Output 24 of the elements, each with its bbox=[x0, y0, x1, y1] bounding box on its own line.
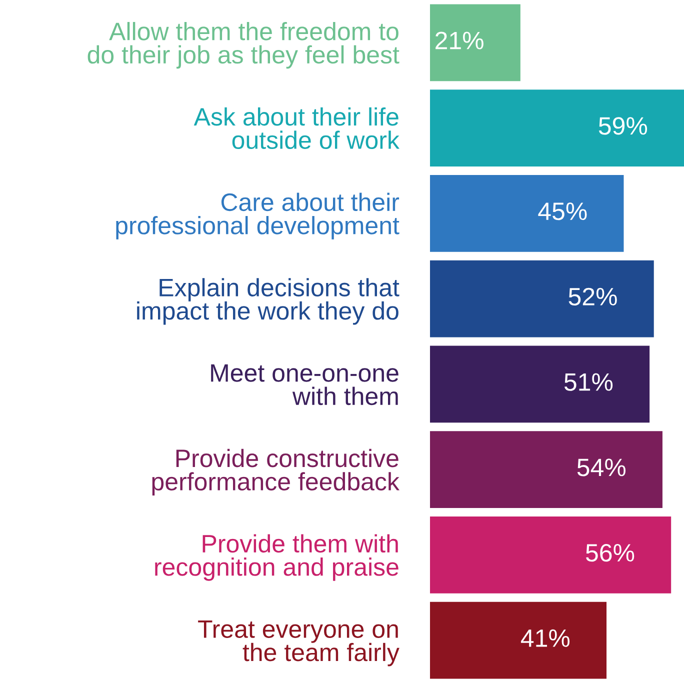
y-tick-label: Meet one-on-one with them bbox=[211, 364, 398, 406]
data-label: 41% bbox=[520, 629, 570, 647]
bar bbox=[430, 516, 672, 594]
bar bbox=[430, 4, 520, 82]
y-tick-label: Allow them the freedom to do their job as they feel best bbox=[88, 22, 400, 69]
data-label: 51% bbox=[564, 373, 613, 391]
y-tick-label: Treat everyone on the team fairly bbox=[198, 620, 400, 666]
y-tick-label: Provide constructive performance feedback bbox=[152, 448, 400, 496]
data-label: 54% bbox=[577, 458, 626, 476]
data-label: 45% bbox=[538, 202, 587, 220]
bar bbox=[430, 90, 684, 166]
bar bbox=[430, 346, 650, 423]
y-tick-label: Care about their professional development bbox=[116, 192, 400, 240]
bar bbox=[430, 431, 662, 508]
y-tick-label: Provide them with recognition and praise bbox=[155, 534, 398, 581]
data-label: 52% bbox=[568, 288, 617, 306]
data-label: 59% bbox=[598, 117, 648, 135]
bar bbox=[430, 602, 607, 679]
data-label: 56% bbox=[586, 544, 634, 562]
bar bbox=[430, 260, 654, 338]
bar bbox=[430, 175, 624, 252]
y-tick-label: Ask about their life outside of work bbox=[194, 107, 400, 150]
y-tick-label: Explain decisions that impact the work they do bbox=[137, 278, 400, 325]
data-label: 21% bbox=[436, 32, 484, 50]
